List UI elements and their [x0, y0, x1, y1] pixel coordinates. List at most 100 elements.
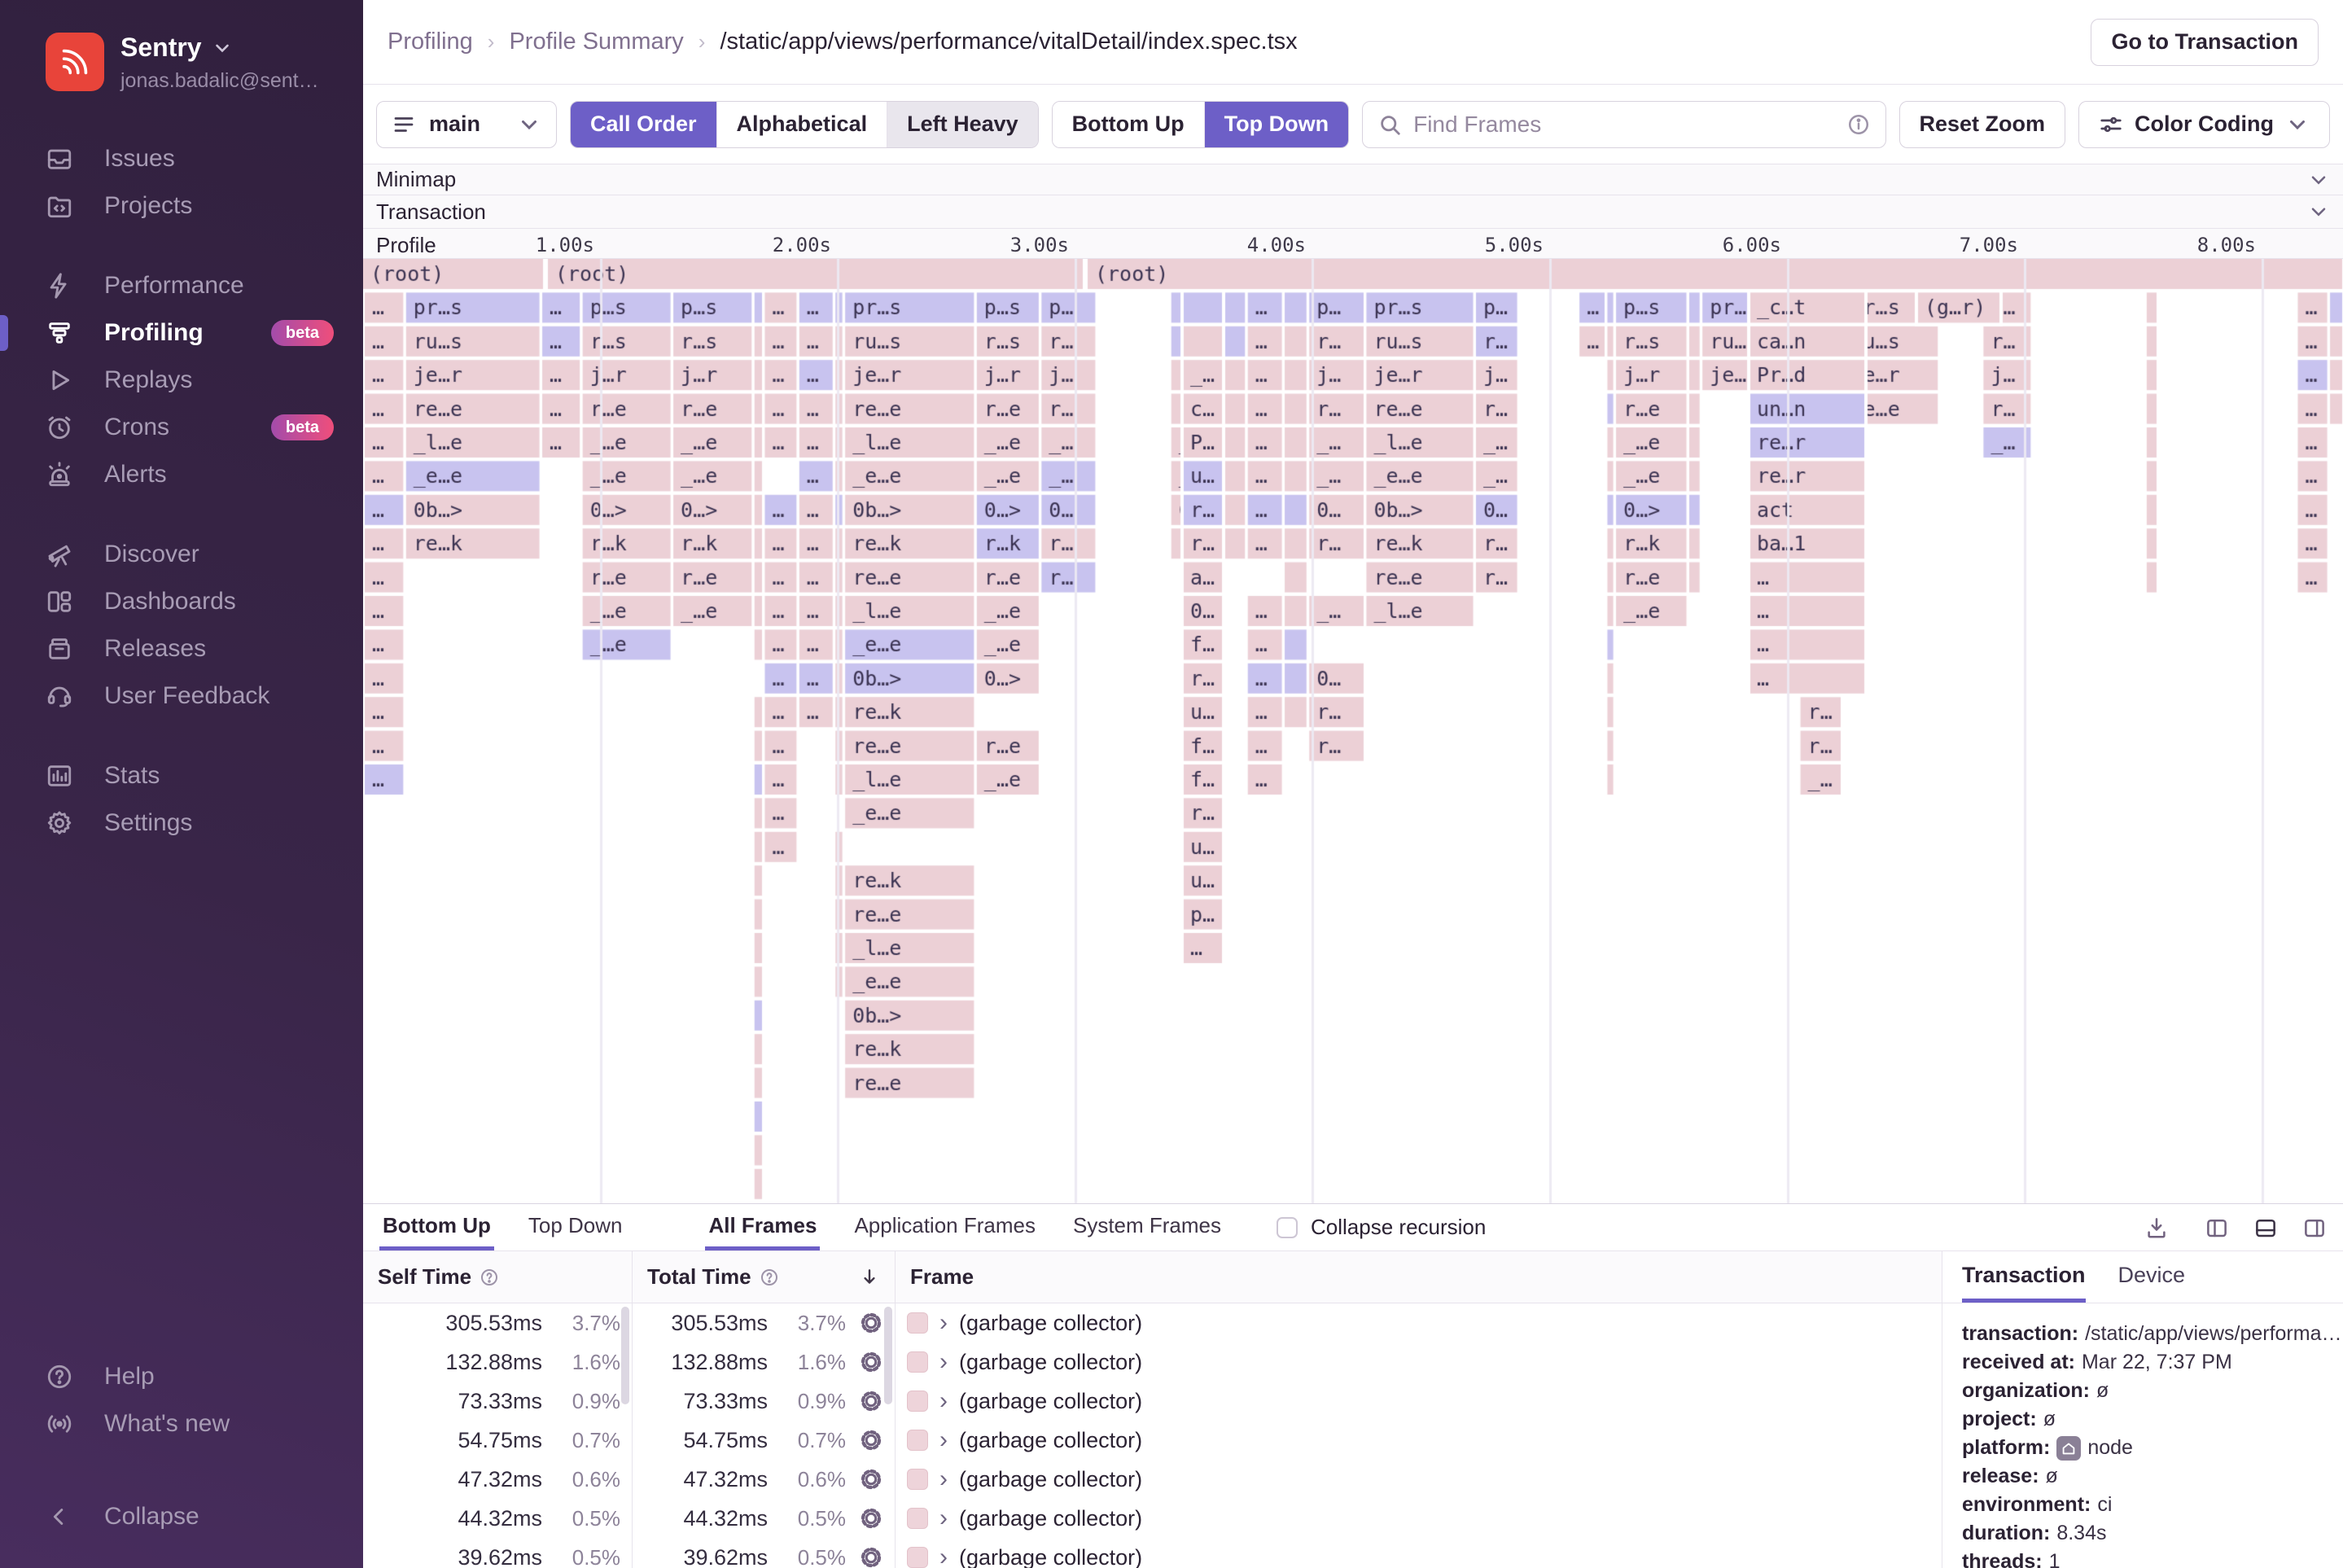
sidebar-item-performance[interactable]: Performance: [0, 262, 363, 309]
frame-name: (garbage collector): [959, 1389, 1142, 1414]
collapse-recursion-toggle[interactable]: Collapse recursion: [1277, 1204, 1486, 1250]
segment-bottom-up[interactable]: Bottom Up: [1053, 102, 1204, 147]
sidebar-item-settings[interactable]: Settings: [0, 799, 363, 847]
gear-icon[interactable]: [859, 1506, 883, 1531]
org-name[interactable]: Sentry: [120, 33, 319, 63]
sidebar-item-alerts[interactable]: Alerts: [0, 451, 363, 498]
chevron-right-icon[interactable]: ›: [939, 1311, 948, 1335]
frame-row[interactable]: ›(garbage collector): [896, 1421, 1942, 1460]
sidebar-item-label: Performance: [104, 272, 244, 300]
total-time-cell[interactable]: 73.33ms0.9%: [633, 1382, 895, 1421]
gear-icon[interactable]: [859, 1389, 883, 1413]
sidebar-item-releases[interactable]: Releases: [0, 625, 363, 672]
gear-icon[interactable]: [859, 1467, 883, 1491]
gear-icon[interactable]: [859, 1545, 883, 1568]
breadcrumb-profiling[interactable]: Profiling: [388, 28, 473, 55]
frame-row[interactable]: ›(garbage collector): [896, 1460, 1942, 1499]
sort-desc-icon[interactable]: [859, 1267, 880, 1288]
detail-value: /static/app/views/performa…: [2085, 1320, 2341, 1348]
total-time-cell[interactable]: 132.88ms1.6%: [633, 1342, 895, 1382]
frame-row[interactable]: › (garbage collector): [896, 1382, 1942, 1421]
frame-row[interactable]: ›(garbage collector): [896, 1538, 1942, 1568]
main-content: Profiling › Profile Summary › /static/app/vi…: [363, 0, 2343, 1568]
sidebar-item-discover[interactable]: Discover: [0, 531, 363, 578]
chevron-right-icon[interactable]: ›: [939, 1389, 948, 1413]
transaction-label: Transaction: [376, 199, 486, 225]
details-tab-device[interactable]: Device: [2118, 1251, 2186, 1303]
reset-zoom-button[interactable]: Reset Zoom: [1899, 101, 2066, 148]
download-icon[interactable]: [2144, 1215, 2169, 1240]
sidebar-item-collapse[interactable]: Collapse: [0, 1493, 363, 1540]
frame-row[interactable]: ›(garbage collector): [896, 1303, 1942, 1342]
minimap-section-header[interactable]: Minimap: [363, 164, 2343, 195]
chevron-right-icon[interactable]: ›: [939, 1545, 948, 1568]
thread-select[interactable]: main: [376, 101, 557, 148]
total-time-cell[interactable]: 44.32ms0.5%: [633, 1499, 895, 1538]
scrollbar-thumb[interactable]: [621, 1307, 629, 1404]
total-time-cell[interactable]: 305.53ms3.7%: [633, 1303, 895, 1342]
gear-icon[interactable]: [859, 1311, 883, 1335]
self-time-cell[interactable]: 47.32ms0.6%: [363, 1460, 632, 1499]
what-s-new-icon: [46, 1410, 73, 1438]
tab-top-down[interactable]: Top Down: [525, 1204, 626, 1250]
total-time-cell[interactable]: 54.75ms0.7%: [633, 1421, 895, 1460]
layout-right-icon[interactable]: [2302, 1215, 2327, 1240]
self-time-cell[interactable]: 54.75ms0.7%: [363, 1421, 632, 1460]
transaction-section-header[interactable]: Transaction: [363, 195, 2343, 229]
chevron-right-icon[interactable]: ›: [939, 1350, 948, 1374]
tab-system-frames[interactable]: System Frames: [1070, 1204, 1224, 1250]
tab-all-frames[interactable]: All Frames: [705, 1204, 820, 1250]
self-time-cell[interactable]: 132.88ms1.6%: [363, 1342, 632, 1382]
tab-bottom-up[interactable]: Bottom Up: [379, 1204, 494, 1250]
breadcrumb-profile-summary[interactable]: Profile Summary: [509, 28, 683, 55]
self-time-cell[interactable]: 39.62ms0.5%: [363, 1538, 632, 1568]
sidebar-item-help[interactable]: Help: [0, 1353, 363, 1400]
chevron-right-icon[interactable]: ›: [939, 1506, 948, 1531]
layout-bottom-icon[interactable]: [2253, 1215, 2278, 1240]
sidebar-item-projects[interactable]: Projects: [0, 182, 363, 230]
search-input[interactable]: [1413, 112, 1834, 138]
sidebar-item-replays[interactable]: Replays: [0, 357, 363, 404]
frame-header[interactable]: Frame: [896, 1251, 1942, 1303]
total-time-cell[interactable]: 39.62ms0.5%: [633, 1538, 895, 1568]
chevron-right-icon[interactable]: ›: [939, 1428, 948, 1452]
flame-graph[interactable]: [363, 259, 2343, 1203]
go-to-transaction-button[interactable]: Go to Transaction: [2091, 19, 2319, 66]
chevron-down-icon[interactable]: [2307, 169, 2330, 191]
segment-alphabetical[interactable]: Alphabetical: [716, 102, 887, 147]
color-coding-button[interactable]: Color Coding: [2078, 101, 2330, 148]
sidebar-item-user-feedback[interactable]: User Feedback: [0, 672, 363, 720]
sidebar-item-crons[interactable]: Cronsbeta: [0, 404, 363, 451]
gear-icon[interactable]: [859, 1350, 883, 1374]
self-time-cell[interactable]: 44.32ms0.5%: [363, 1499, 632, 1538]
detail-value: 8.34s: [2056, 1519, 2106, 1548]
chevron-down-icon[interactable]: [2307, 200, 2330, 223]
total-time-cell[interactable]: 47.32ms0.6%: [633, 1460, 895, 1499]
sidebar-item-stats[interactable]: Stats: [0, 752, 363, 799]
gear-icon[interactable]: [859, 1428, 883, 1452]
details-tab-transaction[interactable]: Transaction: [1962, 1251, 2086, 1303]
frame-row[interactable]: ›(garbage collector): [896, 1342, 1942, 1382]
sidebar-item-dashboards[interactable]: Dashboards: [0, 578, 363, 625]
self-time-cell[interactable]: 305.53ms3.7%: [363, 1303, 632, 1342]
segment-top-down[interactable]: Top Down: [1204, 102, 1348, 147]
total-time-value: 39.62ms: [644, 1545, 768, 1568]
sidebar-item-issues[interactable]: Issues: [0, 135, 363, 182]
self-time-cell[interactable]: 73.33ms0.9%: [363, 1382, 632, 1421]
layout-left-icon[interactable]: [2205, 1215, 2229, 1240]
checkbox[interactable]: [1277, 1217, 1298, 1238]
sentry-logo[interactable]: [46, 33, 104, 91]
segment-left-heavy[interactable]: Left Heavy: [887, 102, 1038, 147]
scrollbar-thumb[interactable]: [884, 1307, 892, 1404]
self-time-header[interactable]: Self Time: [363, 1251, 632, 1303]
ruler-tick: 6.00s: [1723, 234, 1781, 256]
node-icon: [2060, 1439, 2078, 1457]
org-switcher[interactable]: Sentry jonas.badalic@sent…: [0, 0, 363, 93]
total-time-header[interactable]: Total Time: [633, 1251, 895, 1303]
sidebar-item-profiling[interactable]: Profilingbeta: [0, 309, 363, 357]
frame-row[interactable]: ›(garbage collector): [896, 1499, 1942, 1538]
chevron-right-icon[interactable]: ›: [939, 1467, 948, 1491]
sidebar-item-what-s-new[interactable]: What's new: [0, 1400, 363, 1448]
segment-call-order[interactable]: Call Order: [571, 102, 716, 147]
tab-application-frames[interactable]: Application Frames: [851, 1204, 1039, 1250]
